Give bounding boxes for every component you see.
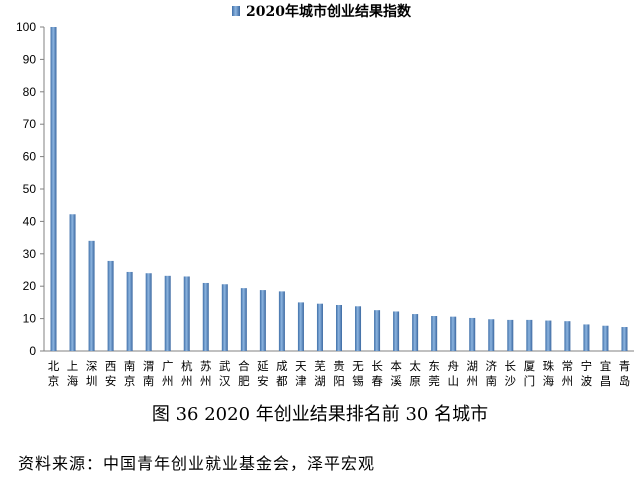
- y-tick-label: 90: [23, 52, 37, 66]
- x-tick-label: 本溪: [390, 359, 402, 388]
- y-tick-label: 40: [23, 214, 37, 228]
- x-tick-label: 苏州: [200, 359, 212, 388]
- x-tick-label: 宜昌: [600, 359, 612, 388]
- x-tick-label: 武汉: [219, 359, 231, 388]
- bar: [431, 316, 438, 351]
- bar: [412, 314, 419, 351]
- y-tick-label: 80: [23, 85, 37, 99]
- bar: [488, 319, 495, 351]
- bar: [355, 306, 362, 351]
- bar: [221, 284, 228, 351]
- x-tick-label: 北京: [48, 359, 60, 388]
- bar: [602, 325, 609, 351]
- bar: [469, 317, 476, 351]
- bar: [583, 324, 590, 351]
- bar: [336, 304, 342, 351]
- bar: [507, 319, 514, 351]
- bar: [564, 321, 571, 351]
- x-tick-label: 贵阳: [333, 359, 345, 388]
- source-note: 资料来源：中国青年创业就业基金会，泽平宏观: [18, 454, 376, 473]
- y-tick-label: 30: [23, 247, 37, 261]
- legend: 2020年城市创业结果指数: [232, 3, 412, 20]
- legend-swatch: [232, 6, 240, 16]
- bar: [316, 303, 323, 351]
- y-tick-label: 70: [23, 117, 37, 131]
- x-tick-label: 合肥: [238, 359, 250, 388]
- bar: [145, 273, 152, 351]
- bar: [450, 316, 457, 351]
- bars: [50, 27, 628, 351]
- x-tick-label: 渭南: [143, 359, 155, 388]
- x-tick-label: 青岛: [619, 359, 631, 388]
- bar-chart: 2020年城市创业结果指数 0 10 20 30 40 50 60 70 80 90 100 北京上…: [16, 3, 634, 388]
- y-tick-label: 20: [23, 279, 37, 293]
- x-tick-label: 湖州: [466, 359, 478, 388]
- x-tick-label: 上海: [67, 359, 79, 388]
- bar: [621, 327, 628, 351]
- x-tick-label: 天津: [295, 359, 307, 388]
- x-tick-label: 无锡: [352, 359, 364, 388]
- bar: [393, 311, 400, 351]
- bar: [240, 288, 247, 351]
- x-tick-label: 西安: [105, 359, 117, 388]
- x-tick-label: 常州: [562, 359, 574, 388]
- y-tick-label: 50: [23, 182, 37, 196]
- x-tick-label: 宁波: [581, 359, 593, 388]
- x-tick-label: 杭州: [181, 359, 193, 388]
- bar: [88, 240, 95, 351]
- y-tick-label: 100: [16, 20, 36, 34]
- bar: [107, 260, 114, 351]
- y-tick-label: 0: [29, 344, 36, 358]
- bar: [126, 271, 133, 351]
- bar: [526, 319, 533, 351]
- x-tick-label: 东莞: [428, 359, 440, 388]
- x-tick-label: 延安: [257, 359, 269, 388]
- x-tick-label: 成都: [276, 359, 288, 388]
- figure-caption: 图 36 2020 年创业结果排名前 30 名城市: [151, 404, 489, 425]
- x-tick-label: 芜湖: [314, 359, 326, 388]
- x-tick-label: 深圳: [86, 359, 98, 388]
- y-tick-labels: 0 10 20 30 40 50 60 70 80 90 100: [16, 20, 36, 358]
- x-tick-label: 厦门: [524, 359, 536, 388]
- x-tick-label: 太原: [409, 359, 421, 388]
- x-tick-label: 长春: [371, 359, 383, 388]
- x-tick-label: 广州: [162, 359, 174, 388]
- bar: [259, 290, 266, 351]
- bar: [50, 27, 57, 351]
- bar: [545, 320, 552, 351]
- y-tick-label: 60: [23, 150, 37, 164]
- x-tick-label: 长沙: [505, 359, 517, 388]
- y-tick-label: 10: [23, 312, 37, 326]
- bar: [164, 275, 171, 351]
- bar: [278, 291, 285, 351]
- x-tick-label: 珠海: [543, 359, 555, 388]
- x-tick-label: 济南: [486, 359, 498, 388]
- legend-label: 2020年城市创业结果指数: [246, 3, 412, 20]
- bar: [202, 282, 209, 351]
- x-tick-labels: 北京上海深圳西安南京渭南广州杭州苏州武汉合肥延安成都天津芜湖贵阳无锡长春本溪太原…: [48, 359, 630, 388]
- bar: [374, 310, 381, 351]
- bar: [297, 302, 304, 351]
- x-tick-label: 南京: [124, 359, 136, 388]
- bar: [183, 276, 190, 351]
- x-tick-label: 舟山: [447, 359, 459, 388]
- bar: [69, 214, 76, 351]
